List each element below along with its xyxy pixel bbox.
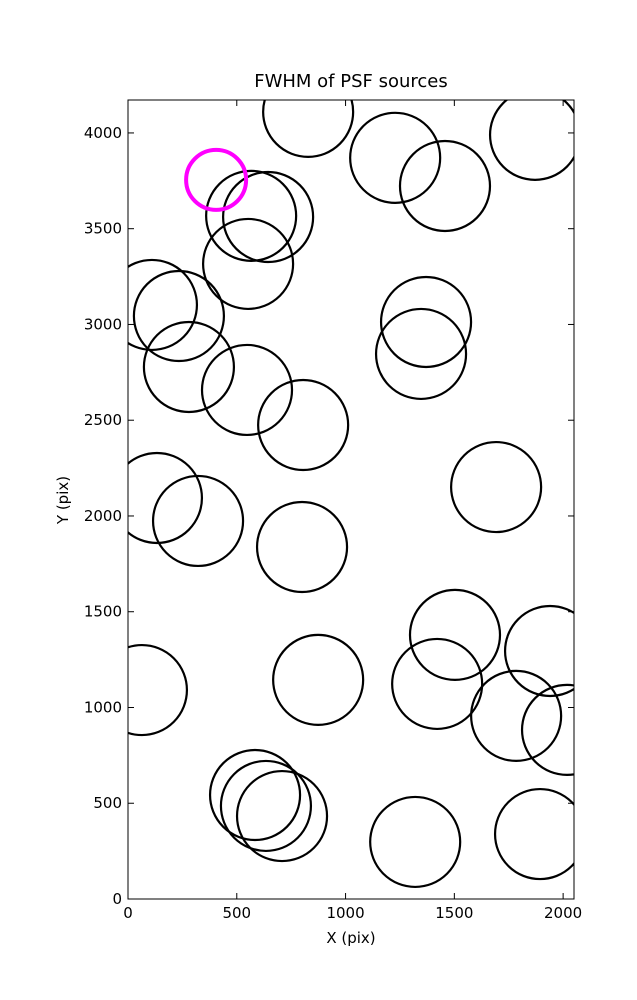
x-tick-label: 500 — [222, 904, 251, 922]
source-circle — [200, 343, 294, 437]
axes-frame — [127, 99, 575, 900]
x-tick-label: 0 — [123, 904, 133, 922]
source-circle — [255, 500, 349, 594]
y-tick-label: 500 — [93, 794, 122, 812]
source-circle — [184, 147, 249, 212]
source-circle — [205, 169, 298, 262]
y-tick-label: 4000 — [84, 124, 122, 142]
source-circle — [128, 643, 189, 737]
source-circle — [257, 378, 350, 472]
x-tick-label: 1000 — [326, 904, 364, 922]
y-tick-label: 3500 — [84, 220, 122, 238]
source-circle — [349, 111, 442, 204]
source-circle — [408, 588, 502, 682]
x-axis-label: X (pix) — [326, 929, 375, 947]
source-circle — [262, 100, 355, 158]
source-circle — [520, 683, 574, 776]
x-tick-label: 2000 — [544, 904, 582, 922]
y-tick-label: 1500 — [84, 603, 122, 621]
source-circle — [272, 633, 365, 727]
source-circle — [398, 139, 492, 233]
source-circle — [503, 604, 574, 698]
y-axis-label: Y (pix) — [54, 476, 72, 525]
source-circle — [128, 451, 204, 545]
chart-title: FWHM of PSF sources — [254, 71, 448, 92]
y-tick-label: 1000 — [84, 698, 122, 716]
source-circle — [493, 787, 574, 881]
source-circle — [201, 217, 295, 311]
source-circle — [222, 170, 315, 264]
source-circle — [151, 474, 245, 568]
y-tick-label: 3000 — [84, 315, 122, 333]
source-circle — [132, 269, 226, 363]
source-circle — [470, 669, 563, 763]
y-tick-label: 0 — [112, 890, 122, 908]
plot-area — [128, 100, 574, 889]
source-circle — [219, 759, 313, 853]
x-tick-label: 1500 — [435, 904, 473, 922]
source-circle — [379, 275, 473, 369]
y-tick-label: 2500 — [84, 411, 122, 429]
source-circle — [208, 748, 302, 842]
source-circle — [488, 100, 574, 181]
source-circle — [450, 440, 543, 534]
source-circle — [369, 795, 462, 889]
source-circle — [235, 769, 329, 863]
source-circle — [128, 258, 199, 352]
source-circle — [374, 307, 468, 401]
source-circle — [391, 637, 484, 731]
source-circle — [142, 320, 236, 414]
y-tick-label: 2000 — [84, 507, 122, 525]
